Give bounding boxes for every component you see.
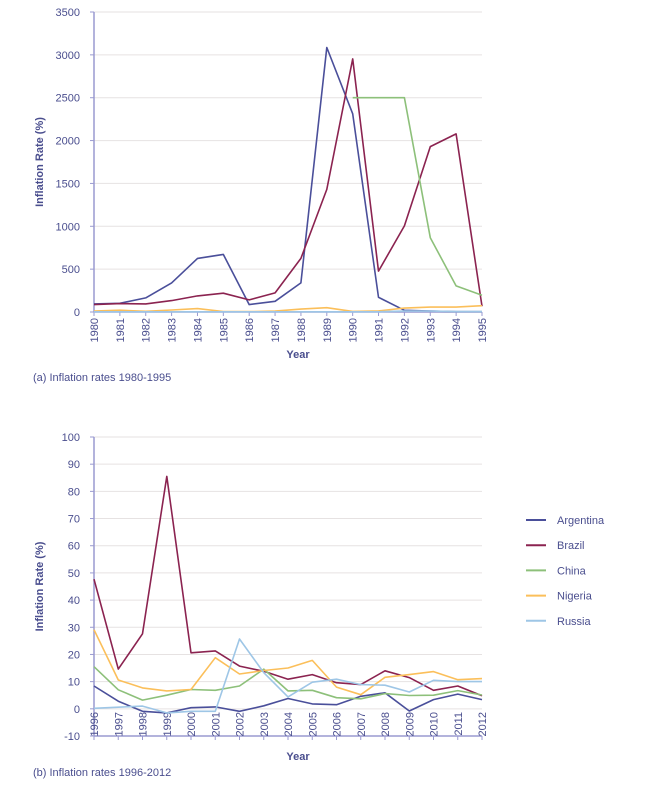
- x-tick-label: 1994: [451, 318, 463, 342]
- y-tick-label: 1000: [56, 221, 80, 233]
- x-tick-label: 1990: [348, 318, 360, 342]
- y-tick-label: 0: [74, 704, 80, 716]
- x-tick-label: 1984: [192, 318, 204, 342]
- y-tick-label: 60: [68, 541, 80, 553]
- chart-a: 0 500 1000 1500 2000 2500 3000 3500 1980 1981 1982…: [33, 7, 489, 384]
- x-tick-label: 2012: [477, 712, 489, 736]
- x-tick-label: 2009: [404, 712, 416, 736]
- x-tick-label: 1982: [141, 318, 153, 342]
- x-tick-label: 1983: [167, 318, 179, 342]
- y-tick-label: 20: [68, 649, 80, 661]
- legend-label: China: [557, 565, 587, 577]
- x-tick-label: 1992: [399, 318, 411, 342]
- x-tick-label: 1981: [115, 318, 127, 342]
- y-tick-label: 500: [62, 264, 80, 276]
- x-tick-label: 1993: [425, 318, 437, 342]
- x-tick-label: 1996: [89, 712, 101, 736]
- series-line-russia: [93, 638, 482, 714]
- x-tick-label: 2003: [259, 712, 271, 736]
- y-tick-label: 50: [68, 568, 80, 580]
- series-line-argentina: [93, 685, 483, 714]
- x-axis-label: Year: [286, 349, 310, 361]
- x-tick-label: 2007: [356, 712, 368, 736]
- y-axis-label: Inflation Rate (%): [34, 541, 46, 631]
- series-line-nigeria: [93, 629, 483, 696]
- legend-label: Argentina: [557, 515, 605, 527]
- y-tick-label: 1500: [56, 178, 80, 190]
- x-tick-label: 2008: [380, 712, 392, 736]
- x-tick-label: 1985: [218, 318, 230, 342]
- x-tick-label: 1989: [322, 318, 334, 342]
- chart-caption: (b) Inflation rates 1996-2012: [33, 767, 171, 779]
- x-tick-label: 1995: [477, 318, 489, 342]
- x-tick-label: 2006: [332, 712, 344, 736]
- y-tick-label: 10: [68, 677, 80, 689]
- y-tick-label: -10: [64, 731, 80, 743]
- legend: Argentina Brazil China Nigeria Russia: [526, 515, 605, 628]
- y-tick-label: 90: [68, 459, 80, 471]
- chart-caption: (a) Inflation rates 1980-1995: [33, 372, 171, 384]
- series-line-brazil: [93, 475, 483, 697]
- series-line-nigeria: [93, 304, 483, 313]
- x-tick-label: 2005: [307, 712, 319, 736]
- y-tick-label: 2000: [56, 136, 80, 148]
- x-tick-label: 2002: [235, 712, 247, 736]
- x-tick-label: 2010: [429, 712, 441, 736]
- x-tick-label: 1988: [296, 318, 308, 342]
- x-tick-label: 1991: [374, 318, 386, 342]
- x-axis-label: Year: [286, 751, 310, 763]
- y-axis-label: Inflation Rate (%): [34, 117, 46, 207]
- y-tick-label: 40: [68, 595, 80, 607]
- y-tick-label: 70: [68, 514, 80, 526]
- x-tick-label: 1999: [162, 712, 174, 736]
- x-tick-label: 2000: [186, 712, 198, 736]
- y-tick-label: 80: [68, 486, 80, 498]
- x-tick-label: 1986: [244, 318, 256, 342]
- x-tick-label: 2011: [453, 712, 465, 736]
- x-tick-label: 1997: [113, 712, 125, 736]
- legend-label: Russia: [557, 616, 592, 628]
- y-tick-label: 100: [62, 432, 80, 444]
- x-tick-label: 1998: [138, 712, 150, 736]
- y-tick-label: 2500: [56, 93, 80, 105]
- series-line-brazil: [93, 58, 483, 307]
- x-tick-label: 1980: [89, 318, 101, 342]
- series-line-argentina: [93, 46, 482, 313]
- chart-b: -10 0 10 20 30 40 50 60 70 80 90 100 1996 1997 1998 199…: [33, 432, 489, 779]
- x-tick-label: 2001: [210, 712, 222, 736]
- legend-label: Nigeria: [557, 591, 593, 603]
- series-line-china: [93, 666, 483, 701]
- y-tick-label: 3000: [56, 50, 80, 62]
- x-tick-label: 2004: [283, 712, 295, 736]
- y-tick-label: 30: [68, 622, 80, 634]
- series-line-china: [352, 96, 483, 297]
- y-tick-label: 0: [74, 307, 80, 319]
- series-line-russia: [94, 310, 482, 313]
- x-tick-label: 1987: [270, 318, 282, 342]
- y-tick-label: 3500: [56, 7, 80, 19]
- legend-label: Brazil: [557, 540, 585, 552]
